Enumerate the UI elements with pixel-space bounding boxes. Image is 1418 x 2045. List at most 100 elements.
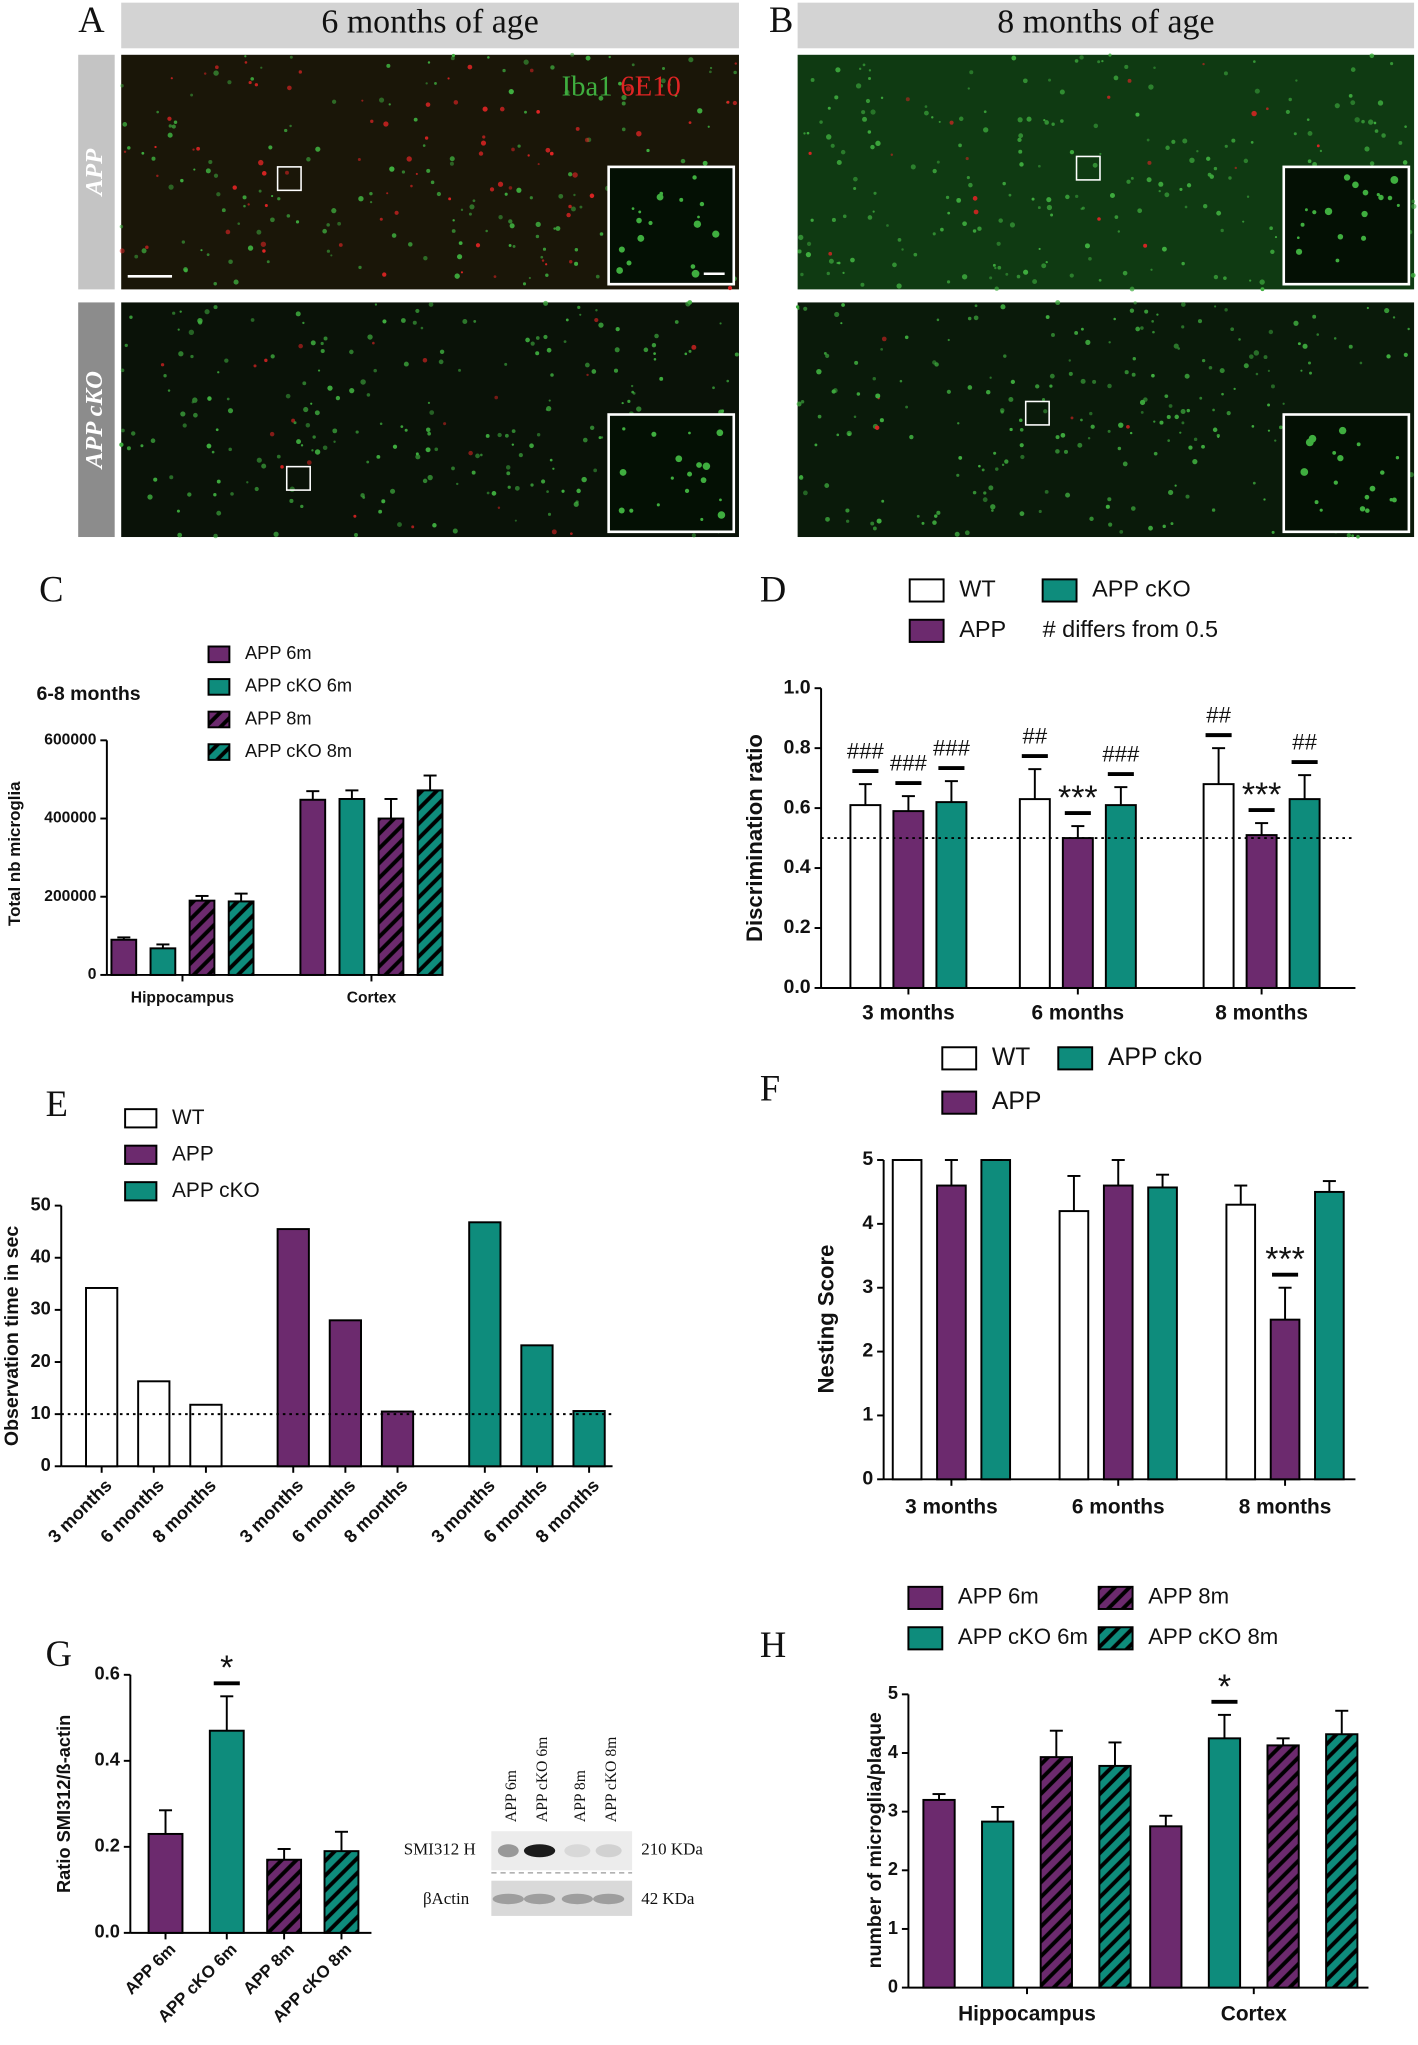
cell-dot: [536, 110, 540, 114]
cell-dot: [924, 105, 928, 108]
cell-dot: [584, 137, 590, 143]
cell-dot: [303, 406, 309, 413]
cell-dot: [486, 491, 490, 495]
cell-dot: [593, 468, 598, 473]
cell-dot: [1354, 117, 1360, 123]
cell-dot: [1213, 274, 1219, 280]
cell-dot: [383, 121, 389, 127]
inset-cell: [1361, 235, 1367, 241]
cell-dot: [1369, 53, 1375, 59]
cell-dot: [1008, 193, 1012, 197]
cell-dot: [972, 196, 978, 201]
cell-dot: [493, 275, 497, 279]
cell-dot: [511, 429, 516, 433]
cell-dot: [972, 490, 977, 495]
cell-dot: [285, 170, 289, 175]
cell-dot: [1080, 418, 1083, 422]
blot-band: [523, 1893, 556, 1905]
cell-dot: [379, 422, 383, 426]
cell-dot: [965, 156, 969, 161]
cell-dot: [206, 253, 210, 257]
cell-dot: [947, 211, 951, 215]
inset-cell: [1352, 181, 1359, 189]
cell-dot: [621, 127, 626, 132]
cell-dot: [217, 371, 220, 374]
cell-dot: [253, 364, 257, 368]
x-tick-label: APP 8m: [239, 1940, 297, 1998]
cell-dot: [1278, 425, 1283, 430]
cell-dot: [964, 530, 970, 536]
cell-dot: [167, 116, 172, 121]
cell-dot: [1148, 84, 1154, 90]
cell-dot: [298, 70, 302, 74]
cell-dot: [1126, 179, 1131, 184]
cell-dot: [197, 320, 203, 325]
cell-dot: [1293, 320, 1299, 326]
cell-dot: [388, 103, 391, 106]
cell-dot: [1297, 342, 1301, 346]
cell-dot: [797, 307, 800, 310]
y-tick-label: 600000: [44, 731, 96, 748]
x-tick-label: Cortex: [1221, 2002, 1287, 2025]
cell-dot: [524, 110, 527, 114]
cell-dot: [1000, 304, 1006, 310]
cell-dot: [1174, 414, 1179, 420]
cell-dot: [1246, 195, 1250, 198]
y-tick-label: 1: [888, 1917, 898, 1938]
legend-label: APP: [992, 1088, 1042, 1115]
bar: [1245, 834, 1278, 989]
x-tick-label: 3 months: [905, 1495, 998, 1518]
cell-dot: [872, 210, 875, 213]
cell-dot: [244, 55, 247, 58]
cell-dot: [798, 234, 804, 241]
inset-cell: [1312, 210, 1317, 215]
x-tick-label: 6 months: [1072, 1495, 1165, 1518]
cell-dot: [1274, 439, 1277, 442]
cell-dot: [261, 463, 267, 469]
cell-dot: [508, 88, 514, 95]
bar: [266, 1858, 303, 1934]
cell-dot: [248, 80, 252, 85]
cell-dot: [268, 145, 273, 150]
cell-dot: [827, 106, 831, 110]
cell-dot: [1252, 481, 1256, 485]
cell-dot: [425, 82, 428, 85]
cell-dot: [570, 532, 573, 536]
cell-dot: [1070, 416, 1074, 420]
bar: [137, 1380, 171, 1468]
cell-dot: [1267, 429, 1271, 432]
cell-dot: [287, 85, 292, 91]
cell-dot: [232, 185, 237, 190]
cell-dot: [842, 214, 847, 219]
legend-swatch: [207, 710, 231, 729]
significance-mark: ***: [1058, 779, 1098, 817]
y-tick-label: 0: [88, 966, 97, 983]
cell-dot: [317, 369, 321, 372]
cell-dot: [508, 219, 513, 224]
cell-dot: [1032, 279, 1038, 285]
cell-dot: [1334, 103, 1340, 109]
cell-dot: [454, 273, 460, 279]
inset-cell: [670, 476, 674, 480]
cell-dot: [1208, 365, 1213, 370]
cell-dot: [1407, 327, 1410, 331]
cell-dot: [535, 221, 541, 228]
cell-dot: [358, 196, 364, 202]
cell-dot: [1224, 144, 1228, 148]
cell-dot: [156, 110, 160, 114]
cell-dot: [177, 532, 183, 538]
cell-dot: [967, 316, 972, 321]
cell-dot: [1411, 199, 1416, 204]
cell-dot: [485, 229, 488, 233]
inset-cell: [675, 455, 683, 463]
cell-dot: [1050, 213, 1054, 217]
cell-dot: [709, 66, 713, 70]
cell-dot: [1074, 59, 1079, 63]
cell-dot: [552, 467, 555, 470]
legend-label: APP 8m: [1148, 1584, 1229, 1609]
cell-dot: [584, 362, 590, 368]
cell-dot: [1171, 139, 1176, 144]
cell-dot: [1253, 60, 1256, 63]
bar: [980, 1159, 1012, 1481]
cell-dot: [1271, 530, 1275, 534]
